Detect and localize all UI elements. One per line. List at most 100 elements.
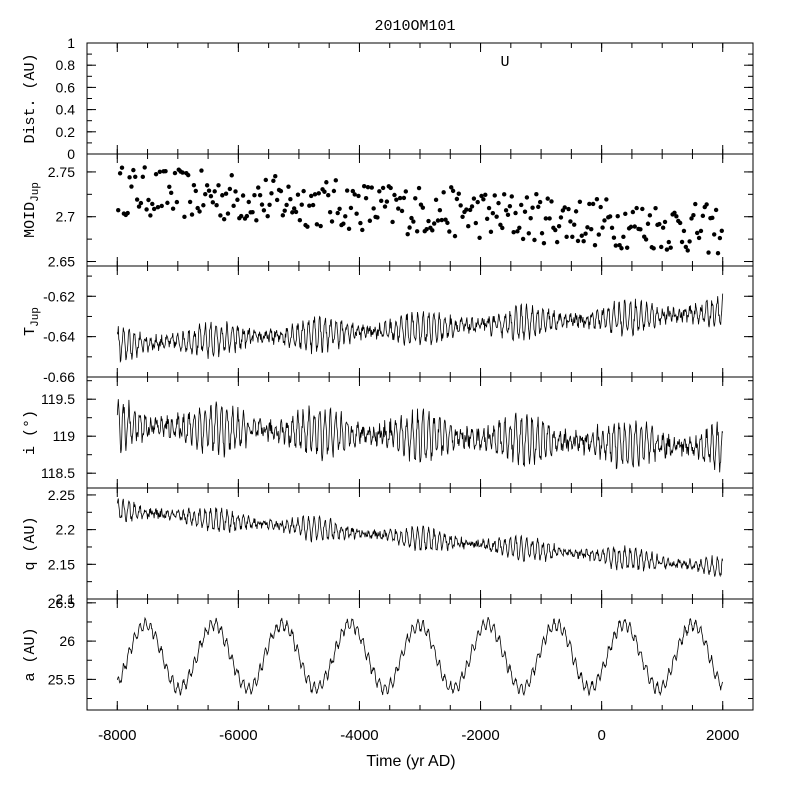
y-axis-label: Dist. (AU)	[22, 53, 39, 143]
scatter-point	[464, 207, 469, 212]
scatter-point	[602, 218, 607, 223]
panel-dist: 0 0.2 0.4 0.6 0.8 1 Dist. (AU) U	[22, 35, 754, 162]
scatter-point	[443, 217, 448, 222]
scatter-point	[520, 236, 526, 242]
y-tick-label: 0.2	[56, 124, 76, 140]
scatter-point	[640, 206, 645, 212]
panel-frame	[86, 598, 754, 711]
scatter-point	[403, 189, 409, 194]
y-axis-label-text: T	[22, 327, 39, 336]
scatter-point	[634, 205, 639, 211]
scatter-point	[167, 184, 172, 189]
scatter-point	[483, 192, 488, 198]
scatter-point	[133, 174, 138, 179]
scatter-point	[585, 225, 590, 230]
scatter-point	[379, 198, 384, 204]
scatter-point	[696, 235, 702, 241]
scatter-point	[689, 216, 694, 221]
scatter-point	[500, 225, 505, 231]
scatter-point	[592, 243, 598, 248]
scatter-point	[517, 225, 522, 230]
scatter-point	[420, 205, 426, 210]
scatter-point	[713, 207, 719, 213]
scatter-point	[532, 237, 537, 243]
scatter-point	[613, 243, 619, 248]
scatter-point	[157, 169, 163, 174]
scatter-point	[589, 226, 594, 232]
y-tick-label: 0	[67, 146, 75, 162]
panel-a: 25.5 26 26.5 a (AU)	[22, 595, 754, 711]
scatter-point	[263, 177, 268, 183]
scatter-point	[683, 244, 689, 250]
scatter-point	[573, 209, 579, 214]
scatter-point	[490, 211, 496, 216]
scatter-point	[182, 214, 187, 220]
scatter-point	[677, 220, 683, 226]
scatter-point	[466, 223, 471, 229]
scatter-point	[460, 214, 465, 219]
scatter-point	[301, 188, 306, 194]
scatter-point	[267, 202, 272, 207]
scatter-point	[233, 189, 238, 194]
scatter-point	[411, 219, 416, 224]
scatter-point	[155, 204, 161, 210]
scatter-point	[507, 203, 513, 209]
y-tick-label: -0.64	[43, 329, 75, 345]
scatter-point	[426, 218, 431, 224]
panel-frame	[86, 265, 754, 378]
scatter-point	[526, 231, 531, 236]
scatter-point	[621, 234, 626, 240]
scatter-point	[484, 216, 490, 221]
scatter-point	[513, 210, 518, 216]
scatter-point	[503, 208, 509, 213]
scatter-point	[390, 219, 395, 225]
y-axis-label-subscript: Jup	[30, 307, 42, 327]
scatter-point	[346, 226, 352, 232]
scatter-point	[397, 195, 403, 201]
scatter-point	[299, 202, 304, 207]
scatter-point	[615, 213, 620, 219]
scatter-point	[326, 193, 331, 198]
scatter-point	[647, 213, 653, 218]
scatter-point	[229, 173, 234, 178]
scatter-point	[693, 201, 698, 207]
panel-frame	[86, 42, 754, 155]
scatter-point	[273, 174, 278, 179]
scatter-point	[471, 196, 477, 201]
scatter-point	[659, 244, 664, 250]
scatter-point	[630, 209, 636, 215]
scatter-point	[467, 207, 473, 213]
scatter-point	[704, 202, 709, 207]
x-tick-label: 2000	[706, 727, 739, 744]
scatter-point	[256, 185, 261, 190]
scatter-point	[208, 193, 214, 199]
scatter-point	[549, 199, 554, 204]
scatter-point	[672, 210, 677, 215]
scatter-point	[204, 183, 210, 188]
scatter-point	[712, 232, 717, 237]
scatter-point	[356, 193, 361, 199]
scatter-point	[653, 205, 658, 211]
scatter-point	[324, 180, 329, 185]
scatter-point	[694, 230, 700, 236]
scatter-point	[297, 218, 303, 223]
scatter-point	[539, 231, 545, 236]
scatter-point	[600, 225, 605, 230]
y-axis-label: i (°)	[22, 410, 39, 455]
scatter-point	[685, 248, 690, 253]
scatter-point	[144, 207, 149, 212]
scatter-point	[668, 245, 673, 250]
scatter-point	[651, 246, 656, 251]
scatter-point	[556, 223, 562, 229]
scatter-point	[681, 228, 687, 234]
y-tick-label: 2.2	[56, 522, 76, 538]
scatter-point	[259, 202, 265, 207]
scatter-point	[399, 208, 405, 214]
scatter-point	[492, 193, 497, 198]
scatter-point	[159, 203, 164, 209]
y-axis-label: TJup	[22, 307, 42, 336]
scatter-point	[598, 204, 603, 210]
y-axis-label: a (AU)	[22, 627, 39, 681]
